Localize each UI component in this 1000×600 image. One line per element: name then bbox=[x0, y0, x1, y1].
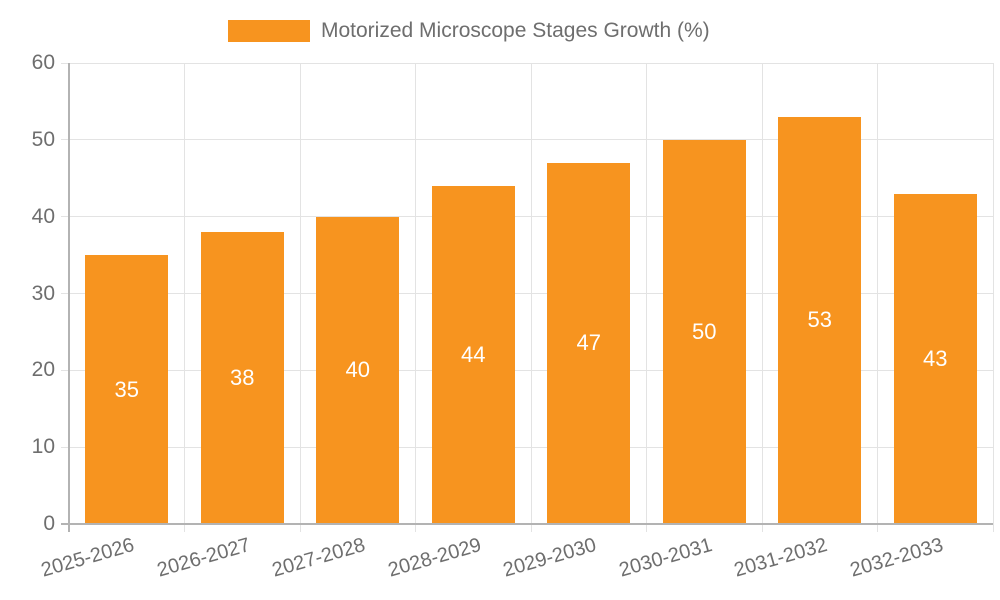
y-axis-line bbox=[68, 63, 70, 532]
gridline-vertical bbox=[992, 63, 994, 532]
gridline-vertical bbox=[877, 63, 878, 532]
bar-2026-2027 bbox=[200, 232, 284, 524]
bar-2031-2032 bbox=[778, 116, 862, 524]
y-axis-tick-label: 20 bbox=[31, 358, 55, 382]
gridline-vertical bbox=[761, 63, 763, 532]
gridline-vertical bbox=[415, 63, 416, 532]
gridline-horizontal bbox=[61, 62, 993, 64]
bar-value-label: 47 bbox=[576, 330, 601, 356]
x-axis-line bbox=[61, 523, 993, 525]
bar-value-label: 44 bbox=[461, 341, 486, 367]
bar-value-label: 40 bbox=[345, 357, 370, 383]
x-axis-tick-label: 2028-2029 bbox=[385, 534, 484, 582]
bar-value-label: 43 bbox=[923, 345, 948, 371]
gridline-horizontal bbox=[61, 293, 993, 294]
gridline-vertical bbox=[184, 63, 185, 532]
bar-2029-2030 bbox=[547, 162, 631, 524]
bar-2032-2033 bbox=[893, 193, 977, 524]
y-axis-tick-label: 10 bbox=[31, 435, 55, 459]
bar-value-label: 35 bbox=[114, 376, 139, 402]
x-axis-tick-label: 2027-2028 bbox=[269, 534, 368, 582]
legend: Motorized Microscope Stages Growth (%) bbox=[228, 18, 710, 44]
bar-value-label: 50 bbox=[692, 318, 717, 344]
gridline-horizontal bbox=[61, 369, 993, 371]
gridline-vertical bbox=[530, 63, 532, 532]
legend-label: Motorized Microscope Stages Growth (%) bbox=[321, 19, 710, 42]
x-axis-tick-label: 2026-2027 bbox=[154, 534, 253, 582]
gridline-vertical bbox=[646, 63, 647, 532]
y-axis-tick-label: 50 bbox=[31, 127, 55, 151]
gridline-horizontal bbox=[61, 216, 993, 218]
y-axis-tick-label: 0 bbox=[43, 512, 55, 535]
gridline-horizontal bbox=[61, 446, 993, 448]
y-axis-tick-label: 40 bbox=[31, 204, 55, 228]
x-axis-tick-label: 2032-2033 bbox=[847, 534, 946, 582]
gridline-horizontal bbox=[61, 139, 993, 141]
legend-swatch bbox=[228, 20, 310, 42]
bar-2027-2028 bbox=[316, 216, 400, 524]
bar-value-label: 38 bbox=[230, 365, 255, 391]
x-axis-tick-label: 2031-2032 bbox=[731, 534, 830, 582]
x-axis-tick-label: 2030-2031 bbox=[616, 534, 715, 582]
bar-2025-2026 bbox=[85, 255, 169, 524]
gridline-vertical bbox=[299, 63, 301, 532]
y-axis-tick-label: 30 bbox=[31, 281, 55, 305]
x-axis-tick-label: 2029-2030 bbox=[500, 534, 599, 582]
bar-value-label: 53 bbox=[807, 307, 832, 333]
x-axis-tick-label: 2025-2026 bbox=[38, 534, 137, 582]
bar-2028-2029 bbox=[431, 185, 515, 524]
bar-2030-2031 bbox=[662, 139, 746, 524]
y-axis-tick-label: 60 bbox=[31, 51, 55, 74]
